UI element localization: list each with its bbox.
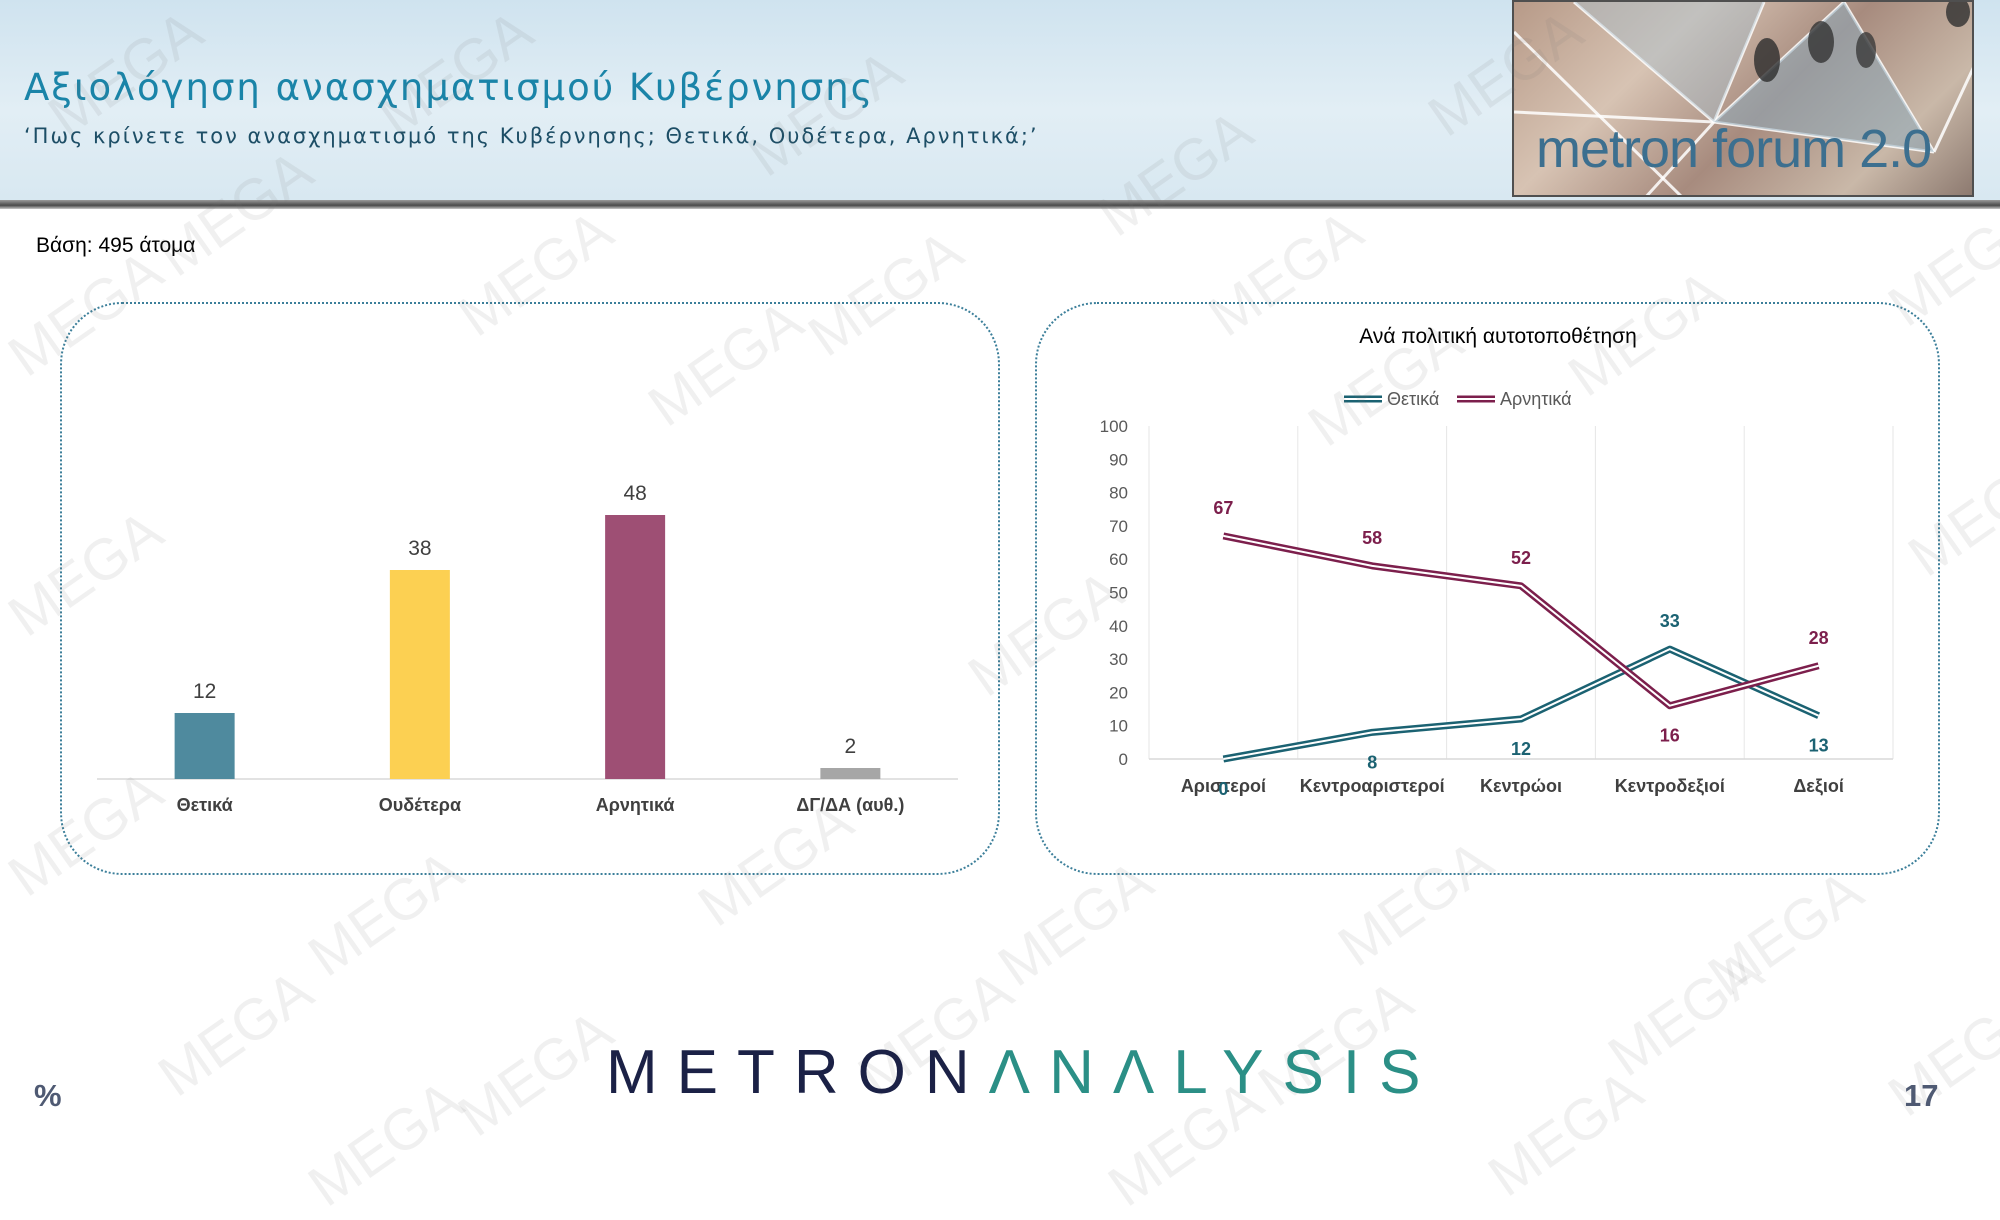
percent-symbol: % [34, 1078, 62, 1113]
page-title: Αξιολόγηση ανασχηματισμού Κυβέρνησης [24, 66, 875, 109]
series-2-value-label-5: 28 [1809, 628, 1829, 648]
bar-chart: 12 Θετικά 38 Ουδέτερα 48 Αρνητικά 2 ΔΓ/ΔΑ (αυθ.… [97, 482, 958, 815]
x-category-label-4: Κεντροδεξιοί [1615, 776, 1725, 797]
y-tick-label-9: 80 [1109, 484, 1128, 503]
series-1-value-label-4: 33 [1660, 611, 1680, 631]
page-number: 17 [1904, 1078, 1939, 1113]
y-tick-label-8: 70 [1109, 517, 1128, 536]
mega-watermark: MEGA [1476, 1057, 1655, 1210]
bar-category-label-1: Θετικά [177, 795, 233, 815]
series-line-inner-1 [1223, 648, 1820, 760]
y-tick-label-1: 0 [1119, 750, 1128, 769]
bar-category-label-4: ΔΓ/ΔΑ (αυθ.) [796, 795, 904, 815]
bar-value-label-2: 38 [408, 537, 431, 560]
series-line-inner-2 [1223, 534, 1819, 707]
series-2-value-label-3: 52 [1511, 548, 1531, 568]
series-2-value-label-1: 67 [1213, 498, 1233, 518]
bar-value-label-4: 2 [845, 735, 857, 758]
series-1-value-label-3: 12 [1511, 739, 1531, 759]
bar-value-label-3: 48 [623, 482, 646, 505]
legend-item-1: Θετικά [1344, 389, 1439, 409]
y-tick-label-2: 10 [1109, 717, 1128, 736]
metronanalysis-logo: METRONΛNΛLYSIS [606, 1037, 1439, 1108]
line-chart: Ανά πολιτική αυτοτοποθέτηση 0 10 20 30 40 50 60… [1100, 325, 1894, 799]
mega-watermark: MEGA [446, 997, 625, 1150]
y-tick-label-4: 30 [1109, 650, 1128, 669]
mega-watermark: MEGA [146, 957, 325, 1110]
legend-item-2: Αρνητικά [1457, 389, 1572, 409]
x-category-label-2: Κεντροαριστεροί [1300, 776, 1445, 796]
legend-label-2: Αρνητικά [1500, 389, 1572, 409]
bar-2 [389, 570, 450, 779]
logo-photo-graphic [1514, 2, 1972, 195]
bar-value-label-1: 12 [193, 680, 216, 703]
x-category-label-5: Δεξιοί [1793, 776, 1844, 797]
bar-chart-panel: 12 Θετικά 38 Ουδέτερα 48 Αρνητικά 2 ΔΓ/ΔΑ (αυθ.… [60, 302, 1000, 875]
y-tick-label-11: 100 [1100, 417, 1128, 436]
metron-forum-logo: metron forum 2.0 [1512, 0, 1974, 197]
series-1-value-label-1: 0 [1218, 779, 1228, 799]
series-1-value-label-5: 13 [1809, 736, 1829, 756]
line-chart-panel: Ανά πολιτική αυτοτοποθέτηση 0 10 20 30 40 50 60… [1035, 302, 1940, 875]
y-tick-label-3: 20 [1109, 683, 1128, 702]
x-category-label-3: Κεντρώοι [1480, 776, 1562, 796]
page-subtitle: ‘Πως κρίνετε τον ανασχηματισμό της Κυβέρ… [24, 124, 1039, 148]
sample-basis: Βάση: 495 άτομα [36, 234, 196, 257]
bar-1 [174, 713, 235, 779]
bar-category-label-3: Αρνητικά [596, 795, 675, 815]
header-divider [0, 200, 2000, 209]
mega-watermark: MEGA [1596, 937, 1775, 1090]
y-tick-label-5: 40 [1109, 617, 1128, 636]
mega-watermark: MEGA [1696, 857, 1875, 1010]
bar-3 [605, 515, 666, 779]
series-2-value-label-4: 16 [1660, 726, 1680, 746]
series-1-value-label-2: 8 [1367, 752, 1377, 772]
bar-4 [820, 768, 881, 779]
mega-watermark: MEGA [296, 1067, 475, 1220]
brand-analysis: ΛNΛLYSIS [988, 1038, 1440, 1107]
y-tick-label-7: 60 [1109, 550, 1128, 569]
legend-label-1: Θετικά [1387, 389, 1439, 409]
x-category-label-1: Αριστεροί [1181, 776, 1266, 796]
logo-text: metron forum 2.0 [1536, 119, 1932, 179]
y-tick-label-10: 90 [1109, 450, 1128, 469]
series-2-value-label-2: 58 [1362, 528, 1382, 548]
line-chart-title: Ανά πολιτική αυτοτοποθέτηση [1359, 325, 1637, 348]
brand-metron: METRON [606, 1038, 989, 1107]
y-tick-label-6: 50 [1109, 584, 1128, 603]
bar-category-label-2: Ουδέτερα [379, 795, 461, 815]
